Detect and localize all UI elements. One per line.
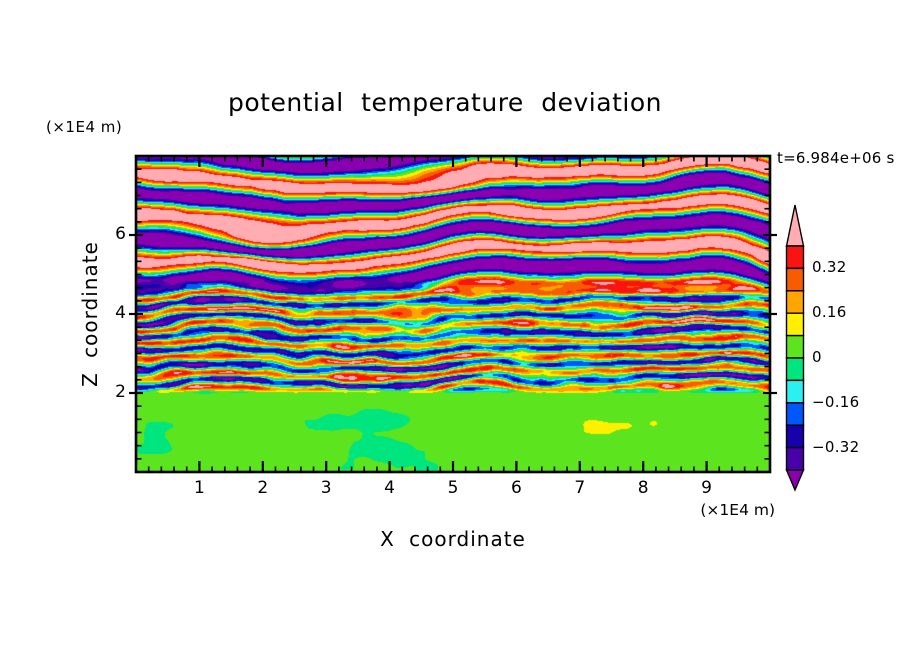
x-axis-title: X coordinate: [380, 527, 526, 551]
chart-title: potential temperature deviation: [228, 88, 662, 117]
x-tick-label: 9: [701, 478, 712, 498]
colorbar-segment: [785, 312, 805, 337]
plot-border: [134, 154, 772, 474]
y-axis-title: Z coordinate: [78, 241, 102, 387]
colorbar-tick-label: 0.16: [812, 303, 847, 322]
colorbar-over-arrow: [785, 204, 805, 247]
y-tick-label: 2: [115, 382, 126, 402]
x-tick-label: 2: [257, 478, 269, 498]
y-tick-label: 6: [115, 224, 126, 244]
y-tick-label: 4: [115, 303, 126, 323]
x-tick-label: 3: [320, 478, 332, 498]
colorbar-tick-label: −0.16: [812, 392, 860, 411]
colorbar-segment: [785, 402, 805, 426]
x-tick-label: 6: [510, 478, 522, 498]
x-tick-label: 5: [447, 478, 459, 498]
colorbar-segment: [785, 446, 805, 471]
colorbar-segment: [785, 290, 805, 314]
x-tick-label: 4: [384, 478, 395, 498]
plot-frame-and-ticks: [129, 154, 777, 474]
x-axis-units-label: (×1E4 m): [700, 501, 775, 519]
colorbar-tick-label: −0.32: [812, 437, 860, 456]
contour-field: [136, 156, 770, 472]
colorbar-segment: [785, 245, 805, 270]
x-tick-label: 1: [193, 478, 205, 498]
colorbar-tick-labels: 0.32 0.16 0 −0.16 −0.32: [812, 200, 882, 500]
y-axis-units-label: (×1E4 m): [46, 118, 123, 136]
x-tick-label: 8: [637, 478, 649, 498]
colorbar-tick-label: 0.32: [812, 258, 847, 277]
colorbar-segment: [785, 357, 805, 382]
time-annotation: t=6.984e+06 s: [777, 149, 895, 167]
x-tick-label: 7: [574, 478, 586, 498]
colorbar-segment: [785, 334, 805, 359]
colorbar-segment: [785, 424, 805, 449]
colorbar-segment: [785, 379, 805, 404]
colorbar-segment: [785, 267, 805, 292]
colorbar-tick-label: 0: [812, 348, 822, 366]
colorbar: [785, 204, 805, 492]
x-tick-labels: 1 2 3 4 5 6 7 8 9: [136, 478, 770, 500]
y-tick-labels: 2 4 6: [98, 156, 126, 472]
colorbar-under-arrow: [785, 469, 805, 492]
